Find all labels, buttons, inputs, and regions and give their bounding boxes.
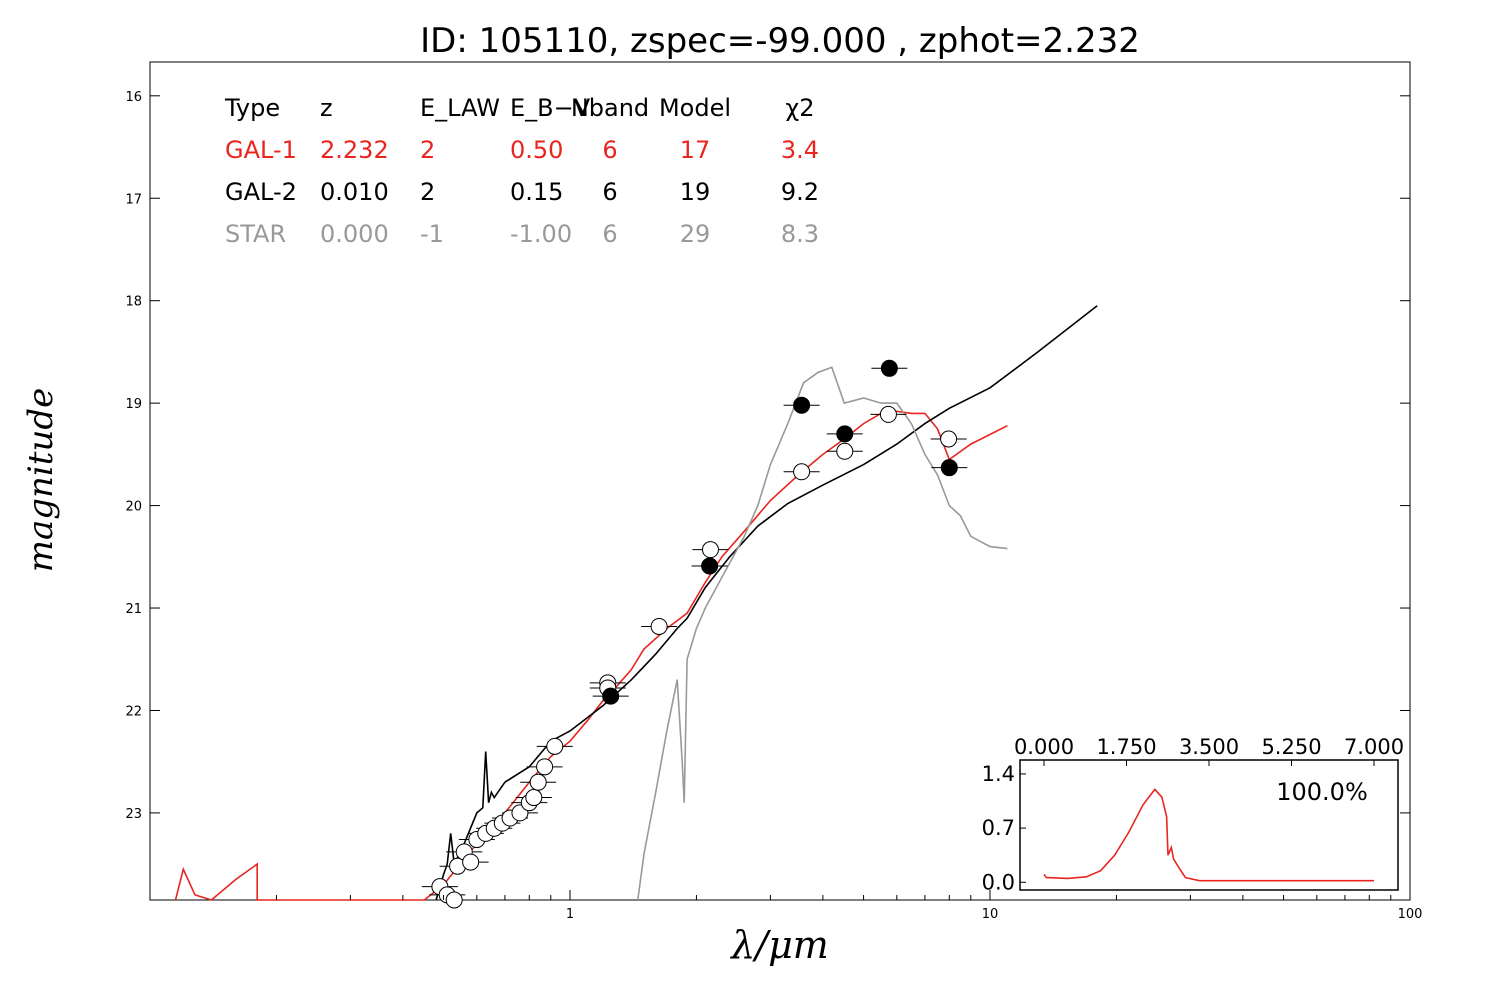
table-cell-type: GAL-2 (225, 178, 297, 206)
inset-y-tick-label: 0.7 (982, 816, 1015, 840)
inset-pdf-curve (1043, 788, 1374, 882)
inset-x-tick-label: 0.000 (1014, 735, 1074, 759)
y-tick-label: 17 (125, 192, 142, 207)
inset-x-tick-label: 5.250 (1261, 735, 1321, 759)
table-cell-nband: 6 (602, 220, 617, 248)
table-cell-z: 0.000 (320, 220, 389, 248)
redshift-pdf-inset: 100.0% 0.000 1.750 3.500 5.250 7.000 0.0 0.7 1.… (982, 735, 1404, 894)
model-curve-1 (174, 410, 1008, 901)
table-header: E_B−V (510, 94, 591, 122)
x-tick-label: 1 (566, 907, 574, 922)
plot-frame (149, 61, 1411, 901)
x-tick-label: 100 (1398, 907, 1423, 922)
filled-point-2 (701, 557, 719, 575)
model-curve-3 (637, 366, 1008, 901)
inset-percent-label: 100.0% (1276, 778, 1368, 806)
table-cell-elaw: -1 (420, 220, 444, 248)
table-cell-nband: 6 (602, 178, 617, 206)
x-axis-label: λ/μm (729, 923, 829, 967)
filled-point-3 (793, 396, 811, 414)
inset-y-tick-label: 1.4 (982, 762, 1015, 786)
inset-x-tick-label: 3.500 (1179, 735, 1239, 759)
inset-y-tick-label: 0.0 (982, 870, 1015, 894)
y-tick-label: 19 (125, 397, 142, 412)
table-header: z (320, 94, 333, 122)
open-point-3 (445, 891, 463, 909)
table-cell-elaw: 2 (420, 136, 435, 164)
table-cell-chi2: 3.4 (781, 136, 819, 164)
y-tick-label: 18 (125, 295, 142, 310)
table-cell-model: 29 (680, 220, 711, 248)
table-cell-chi2: 8.3 (781, 220, 819, 248)
open-point-6 (462, 853, 480, 871)
inset-ticks: 0.000 1.750 3.500 5.250 7.000 0.0 0.7 1.4 (982, 735, 1404, 894)
y-tick-label: 23 (125, 807, 142, 822)
y-axis-label: magnitude (21, 388, 61, 573)
inset-pdf-line (1043, 788, 1374, 882)
x-axis-ticks: 1 10 100 (275, 890, 1423, 922)
table-cell-model: 17 (680, 136, 711, 164)
y-tick-label: 16 (125, 90, 142, 105)
photometry-points (431, 359, 958, 909)
table-cell-nband: 6 (602, 136, 617, 164)
model-curves (174, 305, 1098, 901)
table-cell-ebv: 0.15 (510, 178, 563, 206)
open-point-22 (793, 463, 811, 481)
table-cell-type: STAR (225, 220, 286, 248)
table-cell-type: GAL-1 (225, 136, 297, 164)
table-header: Model (659, 94, 731, 122)
table-cell-ebv: 0.50 (510, 136, 563, 164)
filled-point-6 (940, 459, 958, 477)
open-point-15 (529, 773, 547, 791)
table-header: χ2 (785, 94, 814, 122)
table-cell-elaw: 2 (420, 178, 435, 206)
open-point-24 (879, 405, 897, 423)
chart-title: ID: 105110, zspec=-99.000 , zphot=2.232 (420, 21, 1140, 61)
filled-point-5 (880, 359, 898, 377)
table-header: Nband (571, 94, 649, 122)
open-point-25 (940, 430, 958, 448)
filled-point-4 (836, 425, 854, 443)
table-cell-z: 2.232 (320, 136, 389, 164)
open-point-16 (536, 758, 554, 776)
table-header: E_LAW (420, 94, 500, 122)
open-point-23 (836, 442, 854, 460)
y-tick-label: 21 (125, 602, 142, 617)
open-point-20 (650, 617, 668, 635)
model-curve-2 (435, 305, 1098, 901)
table-cell-z: 0.010 (320, 178, 389, 206)
table-cell-ebv: -1.00 (510, 220, 572, 248)
inset-x-tick-label: 7.000 (1344, 735, 1404, 759)
filled-point-1 (602, 687, 620, 705)
open-point-21 (701, 541, 719, 559)
y-tick-label: 20 (125, 500, 142, 515)
y-tick-label: 22 (125, 704, 142, 719)
table-header: Type (224, 94, 280, 122)
table-cell-model: 19 (680, 178, 711, 206)
inset-x-tick-label: 1.750 (1096, 735, 1156, 759)
x-tick-label: 10 (982, 907, 999, 922)
open-point-17 (546, 737, 564, 755)
inset-frame (1019, 759, 1399, 891)
table-cell-chi2: 9.2 (781, 178, 819, 206)
open-point-14 (525, 789, 543, 807)
